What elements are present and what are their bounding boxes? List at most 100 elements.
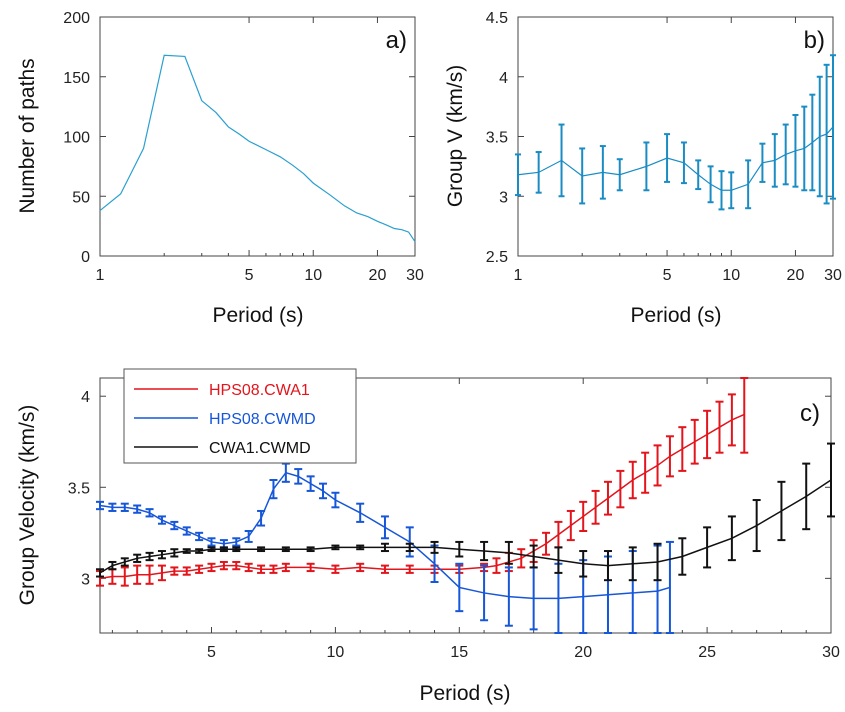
panel-a-y-tick-label: 150 (63, 70, 90, 87)
panel-b-series-error-bar (535, 151, 542, 194)
hps08-cwmd-line (99, 471, 671, 600)
panel-a-x-tick-label: 20 (369, 267, 387, 284)
cwa1-cwmd-error-bar (455, 540, 464, 558)
hps08-cwa1-error-bar (257, 564, 266, 574)
hps08-cwmd-error-bar (504, 566, 513, 627)
panel-c-x-tick-label: 5 (207, 644, 216, 661)
hps08-cwa1-error-bar (133, 564, 142, 585)
hps08-cwmd-error-bar (269, 479, 278, 500)
panel-b-series-error-bar (728, 171, 735, 210)
panel-c-y-tick-label: 4 (81, 389, 90, 406)
cwa1-cwmd-error-bar (133, 553, 142, 563)
hps08-cwmd-error-bar (170, 520, 179, 531)
panel-b-series-error-bar (707, 165, 714, 204)
panel-a-axes: 1 5 10 20 30 0 50 100 150 200 (63, 10, 424, 284)
panel-b-x-tick-label: 30 (824, 267, 842, 284)
hps08-cwa1-error-bar (603, 480, 612, 516)
panel-b-series-error-bar (816, 75, 823, 198)
hps08-cwmd-error-bar (455, 562, 464, 613)
hps08-cwa1-error-bar (219, 560, 228, 571)
cwa1-cwmd-error-bar (380, 542, 389, 553)
panel-a-y-tick-label: 100 (63, 130, 90, 147)
panel-b-series-error-bar (616, 158, 623, 192)
hps08-cwa1-error-bar (244, 562, 253, 573)
panel-c-y-tick-label: 3.5 (68, 480, 90, 497)
hps08-cwa1-error-bar (554, 520, 563, 549)
panel-b-series-error-bar (801, 105, 808, 192)
hps08-cwa1-error-bar (703, 409, 712, 460)
hps08-cwmd-error-bar (380, 515, 389, 540)
cwa1-cwmd-error-bar (603, 550, 612, 582)
panel-a-plot-frame (99, 16, 416, 257)
hps08-cwmd-error-bar (665, 540, 674, 634)
panel-c-x-tick-label: 10 (327, 644, 345, 661)
cwa1-cwmd-error-bar (281, 546, 290, 553)
panel-a-y-tick-label: 200 (63, 10, 90, 27)
hps08-cwmd-error-bar (195, 531, 204, 542)
panel-c-y-axis-title: Group Velocity (km/s) (16, 405, 39, 606)
panel-a-chart: 1 5 10 20 30 0 50 100 150 200 Period (s) Number o… (16, 10, 424, 327)
panel-a-x-tick-label: 10 (304, 267, 322, 284)
hps08-cwmd-error-bar (207, 537, 216, 547)
legend-label-hps08-cwa1: HPS08.CWA1 (209, 382, 310, 399)
panel-b-series-error-bar (745, 159, 752, 210)
hps08-cwa1-error-bar (542, 531, 551, 556)
cwa1-cwmd-error-bar (96, 568, 104, 578)
hps08-cwa1-error-bar (380, 564, 389, 574)
panel-c-series (96, 377, 835, 634)
panel-b-y-tick-label: 3.5 (486, 130, 508, 147)
panel-b-series-error-bar (558, 123, 565, 198)
panel-c-x-axis-title: Period (s) (419, 682, 510, 705)
panel-a-label: a) (386, 27, 407, 54)
cwa1-cwmd-error-bar (195, 548, 204, 554)
panel-c-legend: HPS08.CWA1 HPS08.CWMD CWA1.CWMD (123, 368, 357, 464)
cwa1-cwmd-error-bar (554, 546, 563, 574)
panel-b-series-error-bar (771, 133, 778, 188)
panel-c-chart: 5 10 15 20 25 30 3 3.5 4 Period (s) Group Veloci… (16, 368, 840, 705)
hps08-cwmd-error-bar (405, 526, 414, 558)
hps08-cwa1-error-bar (331, 564, 340, 574)
hps08-cwmd-error-bar (120, 502, 129, 512)
hps08-cwa1-error-bar (665, 435, 674, 478)
legend-label-hps08-cwmd: HPS08.CWMD (209, 411, 316, 428)
hps08-cwa1-error-bar (182, 566, 191, 576)
hps08-cwa1-error-bar (517, 548, 526, 569)
panel-a-x-tick-label: 30 (406, 267, 424, 284)
hps08-cwa1-error-bar (170, 566, 179, 576)
hps08-cwa1-error-bar (566, 509, 575, 542)
cwa1-cwmd-error-bar (306, 546, 315, 553)
cwa1-cwmd-error-bar (331, 544, 340, 551)
cwa1-cwmd-error-bar (703, 526, 712, 569)
hps08-cwmd-error-bar (257, 509, 266, 527)
panel-b-series-error-bar (759, 142, 766, 183)
panel-a-x-axis-title: Period (s) (212, 304, 303, 327)
hps08-cwa1-error-bar (120, 566, 129, 587)
hps08-cwmd-error-bar (182, 526, 191, 536)
panel-c-x-tick-label: 30 (822, 644, 840, 661)
cwa1-cwmd-error-bar (529, 544, 538, 569)
cwa1-cwmd-error-bar (219, 546, 228, 553)
hps08-cwmd-error-bar (232, 537, 241, 547)
hps08-cwmd-error-bar (108, 502, 117, 512)
cwa1-cwmd-error-bar (108, 560, 117, 571)
cwa1-cwmd-error-bar (653, 542, 662, 582)
hps08-cwa1-error-bar (195, 564, 204, 574)
cwa1-cwmd-error-bar (257, 546, 266, 553)
cwa1-cwmd-error-bar (480, 540, 489, 562)
panel-a-series-line (99, 54, 416, 242)
cwa1-cwmd-error-bar (120, 557, 129, 567)
panel-a-y-tick-label: 0 (81, 249, 90, 266)
hps08-cwa1-error-bar (232, 560, 241, 571)
panel-c-label: c) (800, 400, 820, 427)
hps08-cwmd-error-bar (244, 530, 253, 543)
panel-b-x-tick-label: 1 (514, 267, 523, 284)
hps08-cwa1-error-bar (405, 564, 414, 574)
hps08-cwa1-error-bar (306, 562, 315, 573)
hps08-cwa1-error-bar (157, 564, 166, 582)
cwa1-cwmd-error-bar (628, 546, 637, 582)
cwa1-cwmd-error-bar (430, 540, 439, 554)
hps08-cwa1-error-bar (269, 564, 278, 574)
hps08-cwmd-error-bar (96, 500, 104, 511)
hps08-cwa1-error-bar (145, 564, 154, 585)
cwa1-cwmd-error-bar (145, 551, 154, 562)
